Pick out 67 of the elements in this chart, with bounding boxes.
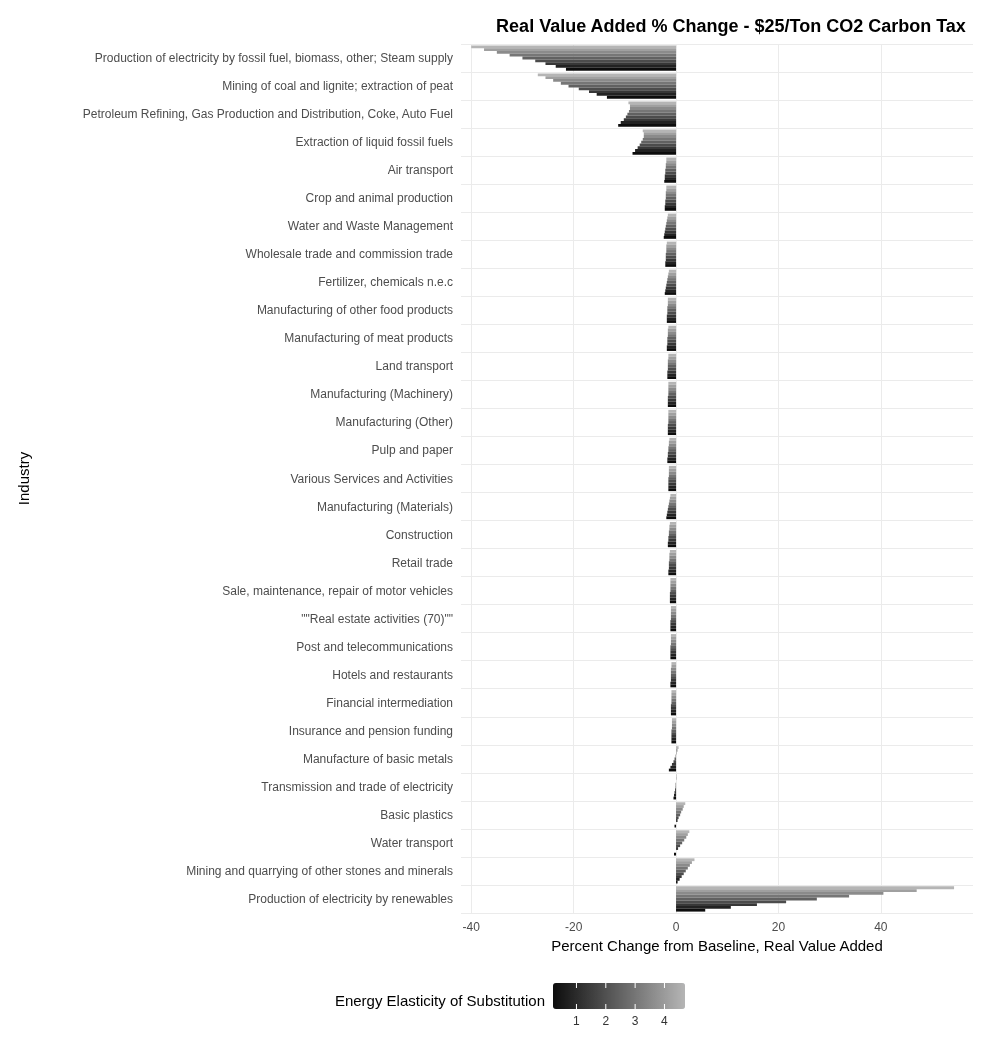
x-tick-label: 20 <box>771 920 786 934</box>
bar <box>596 93 677 96</box>
bar <box>560 81 677 85</box>
y-tick-label: Water transport <box>370 835 454 850</box>
y-tick-label: Manufacturing of other food products <box>256 303 453 318</box>
y-tick-label: Manufacturing (Machinery) <box>310 387 453 402</box>
bar <box>676 900 787 904</box>
y-tick-label: Financial intermediation <box>326 695 453 710</box>
bar <box>676 889 917 892</box>
bar <box>565 67 677 71</box>
color-bar-label: 2 <box>602 1014 610 1028</box>
bar <box>535 59 677 63</box>
y-tick-label: Pulp and paper <box>371 443 453 458</box>
y-tick-label: Hotels and restaurants <box>332 667 453 682</box>
y-tick-label: Production of electricity by renewables <box>248 891 453 906</box>
bar <box>509 53 677 57</box>
bar <box>589 90 677 94</box>
y-tick-label: Transmission and trade of electricity <box>261 779 453 794</box>
y-tick-label: Crop and animal production <box>305 191 453 206</box>
y-tick-label: Sale, maintenance, repair of motor vehicles <box>222 583 453 598</box>
y-tick-label: Water and Waste Management <box>287 219 454 234</box>
y-tick-label: Post and telecommunications <box>296 639 453 654</box>
y-tick-label: Retail trade <box>391 555 454 570</box>
y-tick-label: Air transport <box>387 163 454 178</box>
y-tick-label: Various Services and Activities <box>290 471 453 486</box>
bar <box>471 45 677 49</box>
bar <box>676 886 955 890</box>
y-tick-label: Petroleum Refining, Gas Production and Distribution, Coke, Auto Fuel <box>82 107 453 122</box>
color-bar-label: 4 <box>661 1014 669 1028</box>
y-tick-label: Land transport <box>375 359 454 374</box>
x-axis-title: Percent Change from Baseline, Real Value Added <box>551 936 883 954</box>
y-tick-label: ""Real estate activities (70)"" <box>301 611 453 626</box>
bar <box>537 73 677 77</box>
y-tick-label: Wholesale trade and commission trade <box>245 247 454 262</box>
x-tick-label: -20 <box>564 920 583 934</box>
y-axis-title: Industry <box>15 451 32 506</box>
bar <box>676 905 731 909</box>
bar <box>673 852 677 856</box>
y-tick-label: Mining of coal and lignite; extraction of peat <box>222 79 454 94</box>
y-tick-label: Extraction of liquid fossil fuels <box>295 135 453 150</box>
bar <box>553 79 677 82</box>
y-tick-label: Manufacturing (Materials) <box>316 499 453 514</box>
y-tick-label: Manufacture of basic metals <box>302 751 453 766</box>
color-bar-label: 3 <box>631 1014 639 1028</box>
y-tick-label: Fertilizer, chemicals n.e.c <box>318 275 453 290</box>
bar <box>496 51 677 54</box>
y-tick-label: Construction <box>385 527 453 542</box>
x-tick-label: 0 <box>672 920 680 934</box>
bar <box>676 891 884 895</box>
bar <box>578 87 677 91</box>
y-tick-label: Insurance and pension funding <box>288 723 453 738</box>
bar <box>676 908 706 912</box>
y-tick-label: Production of electricity by fossil fuel, biomass, other; Steam supply <box>94 51 453 66</box>
bar <box>676 894 850 898</box>
y-tick-label: Basic plastics <box>380 807 453 822</box>
bar <box>606 95 677 99</box>
chart-title: Real Value Added % Change - $25/Ton CO2 Carbon Tax <box>496 16 966 36</box>
x-tick-label: 40 <box>874 920 888 934</box>
y-tick-label: Mining and quarrying of other stones and minerals <box>186 863 453 878</box>
bar <box>676 903 757 906</box>
y-tick-label: Manufacturing of meat products <box>284 331 453 346</box>
bar <box>545 62 677 66</box>
x-tick-label: -40 <box>462 920 481 934</box>
y-tick-label: Manufacturing (Other) <box>335 415 453 430</box>
color-bar-label: 1 <box>573 1014 581 1028</box>
color-bar-title: Energy Elasticity of Substitution <box>334 991 545 1009</box>
bar <box>555 65 677 68</box>
